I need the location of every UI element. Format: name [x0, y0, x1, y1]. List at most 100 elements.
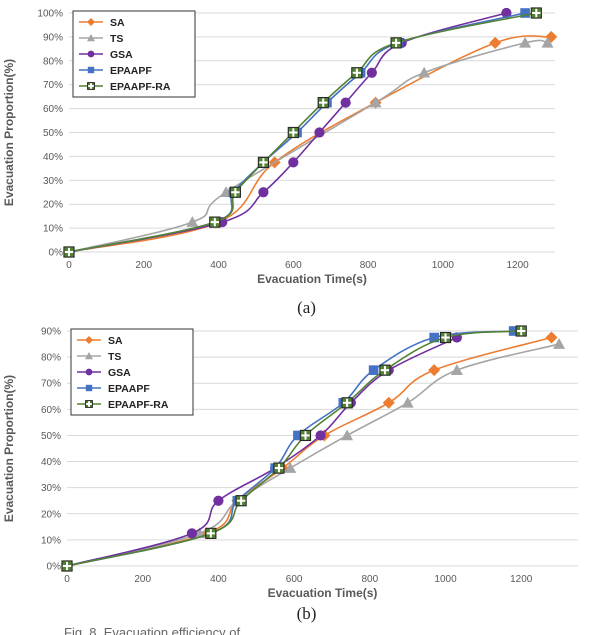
chart-a-y-tick-label-3: 30%	[43, 176, 63, 187]
chart-b-y-tick-label-3: 30%	[41, 483, 61, 494]
chart-b-y-tick-label-4: 40%	[41, 457, 61, 468]
chart-a-series-epaapf-ra-point-0	[63, 246, 75, 258]
chart-a-legend-label-sa: SA	[110, 17, 125, 29]
chart-a-series-epaapf-point-8	[520, 8, 530, 18]
chart-b-y-tick-label-9: 90%	[41, 327, 61, 338]
chart-a-series-ts-point-3	[369, 96, 382, 108]
chart-b-x-tick-label-2: 400	[210, 574, 227, 585]
chart-a-y-tick-label-10: 100%	[37, 9, 63, 20]
chart-a-x-tick-label-5: 1000	[432, 260, 455, 271]
chart-a-series-epaapf-ra-point-5	[317, 97, 329, 109]
sub-label-a: (a)	[297, 298, 316, 317]
chart-b-series-sa-point-5	[382, 396, 395, 409]
chart-b-x-tick-label-6: 1200	[510, 574, 533, 585]
chart-a-y-tick-label-7: 70%	[43, 80, 63, 91]
chart-a-series-ts-point-6	[541, 36, 554, 48]
chart-b-series-epaapf-ra-point-5	[341, 397, 353, 409]
chart-b-y-tick-label-2: 20%	[41, 509, 61, 520]
chart-b-x-tick-label-5: 1000	[434, 574, 457, 585]
chart-b-legend-label-gsa: GSA	[108, 367, 131, 379]
chart-a-x-tick-label-4: 800	[360, 260, 377, 271]
chart-a-legend-label-epaapf-ra: EPAAPF-RA	[110, 81, 171, 93]
chart-a-legend-marker-gsa	[87, 50, 95, 58]
chart-b-series-epaapf-ra-point-0	[61, 560, 73, 572]
chart-b-y-tick-label-6: 60%	[41, 405, 61, 416]
chart-b-series-epaapf-point-7	[429, 332, 439, 343]
chart-b-y-tick-label-7: 70%	[41, 379, 61, 390]
chart-b-x-tick-label-4: 800	[361, 574, 378, 585]
chart-b-legend-marker-epaapf-ra	[85, 400, 93, 408]
chart-a-y-tick-label-6: 60%	[43, 104, 63, 115]
chart-a-series-ts-point-5	[519, 36, 532, 48]
chart-b-x-tick-label-3: 600	[286, 574, 303, 585]
chart-a-series-epaapf-ra-point-2	[229, 186, 241, 198]
chart-a-series-epaapf-ra	[63, 7, 542, 258]
chart-b-legend-label-epaapf: EPAAPF	[108, 383, 150, 395]
chart-a-series-gsa-point-4	[314, 127, 325, 138]
chart-a-series-gsa-point-3	[288, 157, 299, 168]
chart-b-series-epaapf-ra-point-6	[379, 364, 391, 376]
chart-b-series-epaapf-ra-point-8	[515, 325, 527, 337]
chart-b-legend-marker-gsa	[85, 368, 93, 376]
chart-a-legend-label-gsa: GSA	[110, 49, 133, 61]
chart-a-series-sa-point-4	[489, 36, 502, 49]
chart-b-legend-marker-epaapf	[85, 384, 93, 392]
chart-a-x-axis-title: Evacuation Time(s)	[257, 272, 367, 286]
chart-a-series-epaapf-ra-point-1	[209, 216, 221, 228]
chart-a-y-tick-label-9: 90%	[43, 32, 63, 43]
chart-b: 0% 10% 20% 30% 40% 50% 60% 70% 80% 90% 0 200 400 600 8…	[0, 314, 613, 606]
chart-a-series-ts-point-1	[186, 216, 199, 227]
chart-a-series-gsa-point-2	[258, 187, 269, 198]
chart-a-y-tick-label-5: 50%	[43, 128, 63, 139]
chart-a-legend-marker-ts	[87, 34, 95, 42]
chart-a-y-tick-label-1: 10%	[43, 224, 63, 235]
chart-b-legend: SA TS GSA EPAAPF EPAAPF-RA	[70, 328, 194, 416]
chart-a-series-epaapf-ra-point-6	[351, 67, 363, 79]
chart-b-series-gsa-point-4	[315, 430, 326, 441]
chart-b-legend-label-ts: TS	[108, 351, 121, 363]
chart-a-series-gsa-point-5	[340, 97, 351, 108]
chart-a-series-epaapf-ra-point-8	[530, 7, 542, 19]
chart-b-legend-label-epaapf-ra: EPAAPF-RA	[108, 399, 169, 411]
chart-b-series-sa-point-6	[428, 364, 441, 377]
chart-a-y-tick-label-2: 20%	[43, 200, 63, 211]
chart-a-y-tick-label-0: 0%	[49, 248, 64, 259]
chart-a-x-tick-label-1: 200	[135, 260, 152, 271]
chart-b-series-gsa-point-1	[186, 528, 198, 539]
chart-a-legend-label-ts: TS	[110, 33, 123, 45]
chart-b-y-axis-title: Evacuation Proportion(%)	[2, 375, 16, 522]
chart-a-x-tick-label-0: 0	[66, 260, 72, 271]
chart-b-series-epaapf-ra-point-3	[273, 462, 285, 474]
chart-b-series-ts-point-5	[401, 396, 414, 408]
chart-a-series-epaapf-ra-point-4	[287, 126, 299, 139]
chart-a-series-epaapf-ra-point-7	[390, 37, 402, 49]
chart-b-series-ts-point-3	[284, 462, 297, 473]
chart-b-legend-marker-ts	[85, 352, 93, 360]
chart-a-x-tick-label-2: 400	[210, 260, 227, 271]
chart-b-series-epaapf-ra-point-2	[235, 495, 247, 507]
chart-b-y-tick-label-5: 50%	[41, 431, 61, 442]
chart-b-x-axis-title: Evacuation Time(s)	[268, 586, 378, 600]
chart-a: 0% 10% 20% 30% 40% 50% 60% 70% 80% 90% 100% 0 200 400…	[0, 0, 613, 300]
chart-b-x-tick-label-0: 0	[64, 574, 70, 585]
chart-a-series-gsa-point-8	[501, 7, 512, 19]
chart-b-series-sa-point-7	[545, 331, 558, 344]
chart-b-x-tick-label-1: 200	[134, 574, 151, 585]
chart-a-series-ts-point-4	[418, 66, 431, 78]
chart-b-y-tick-label-8: 80%	[41, 353, 61, 364]
chart-b-series-epaapf-point-6	[368, 365, 379, 375]
chart-b-series-epaapf-ra	[61, 325, 527, 572]
chart-b-series-epaapf-ra-point-4	[299, 429, 312, 442]
figure-caption: Fig. 8. Evacuation efficiency of ...	[64, 626, 255, 635]
chart-a-svg: 0% 10% 20% 30% 40% 50% 60% 70% 80% 90% 100% 0 200 400…	[2, 7, 558, 286]
chart-a-y-axis-title: Evacuation Proportion(%)	[2, 59, 16, 206]
chart-a-legend-label-epaapf: EPAAPF	[110, 65, 152, 77]
chart-b-series-ts-point-6	[450, 364, 463, 375]
chart-a-x-tick-label-6: 1200	[506, 260, 529, 271]
chart-b-series-epaapf-ra-point-1	[205, 527, 217, 539]
chart-a-series-gsa-point-6	[366, 67, 377, 78]
chart-b-y-tick-label-0: 0%	[47, 562, 62, 573]
chart-a-y-tick-label-8: 80%	[43, 56, 63, 67]
chart-b-series-epaapf-point-4	[293, 430, 303, 441]
chart-b-legend-marker-sa	[85, 336, 93, 344]
